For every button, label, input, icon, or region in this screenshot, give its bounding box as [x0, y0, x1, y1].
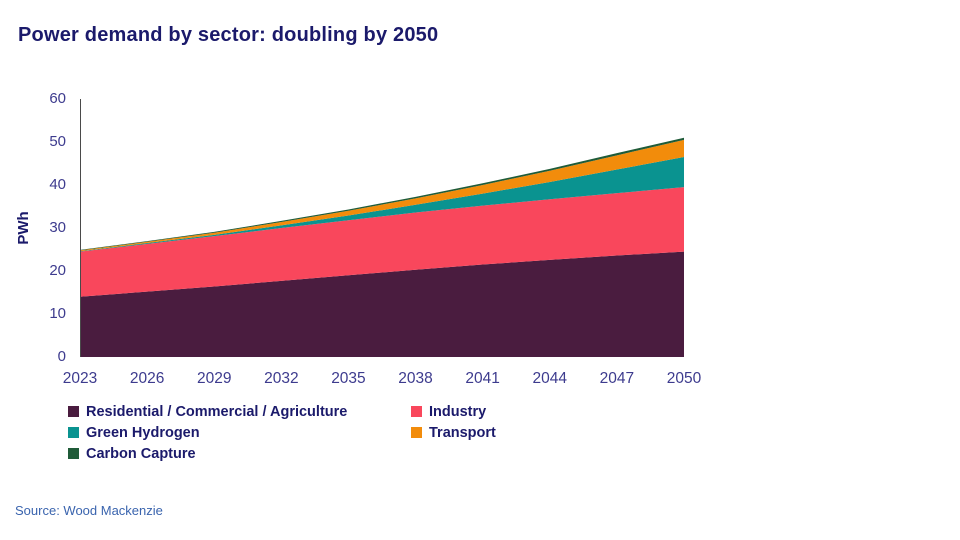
legend-swatch-icon — [411, 406, 422, 417]
y-tick-label: 20 — [49, 262, 66, 279]
legend-swatch-icon — [68, 448, 79, 459]
x-tick-label: 2038 — [398, 370, 433, 387]
y-tick-label: 0 — [57, 348, 66, 365]
x-tick-label: 2047 — [599, 370, 635, 387]
y-tick-label: 30 — [49, 219, 66, 236]
legend-item-2: Green Hydrogen — [68, 425, 411, 441]
legend-item-3: Transport — [411, 425, 496, 441]
x-tick-label: 2026 — [129, 370, 165, 387]
legend-swatch-icon — [411, 427, 422, 438]
legend-item-1: Industry — [411, 404, 496, 420]
legend-item-0: Residential / Commercial / Agriculture — [68, 404, 411, 420]
x-tick-label: 2041 — [465, 370, 500, 387]
y-tick-label: 40 — [49, 176, 66, 193]
y-tick-label: 10 — [49, 305, 66, 322]
x-tick-label: 2023 — [62, 370, 98, 387]
legend-item-4: Carbon Capture — [68, 446, 411, 462]
stacked-area-chart — [80, 99, 684, 357]
legend-label: Green Hydrogen — [86, 424, 200, 441]
legend-label: Transport — [429, 424, 496, 441]
legend-swatch-icon — [68, 406, 79, 417]
y-tick-label: 60 — [49, 90, 66, 107]
legend-swatch-icon — [68, 427, 79, 438]
area-series-0 — [80, 251, 684, 357]
x-tick-label: 2050 — [666, 370, 702, 387]
chart-title: Power demand by sector: doubling by 2050 — [18, 24, 439, 46]
x-tick-label: 2032 — [264, 370, 299, 387]
x-tick-label: 2029 — [196, 370, 232, 387]
source-note: Source: Wood Mackenzie — [15, 503, 163, 518]
legend-label: Industry — [429, 403, 487, 420]
x-tick-label: 2044 — [532, 370, 567, 387]
legend-label: Carbon Capture — [86, 445, 196, 462]
x-tick-label: 2035 — [331, 370, 366, 387]
legend-label: Residential / Commercial / Agriculture — [86, 403, 348, 420]
area-series-1 — [80, 187, 684, 297]
chart-legend: Residential / Commercial / Agriculture In… — [68, 401, 496, 464]
y-tick-label: 50 — [49, 133, 66, 150]
